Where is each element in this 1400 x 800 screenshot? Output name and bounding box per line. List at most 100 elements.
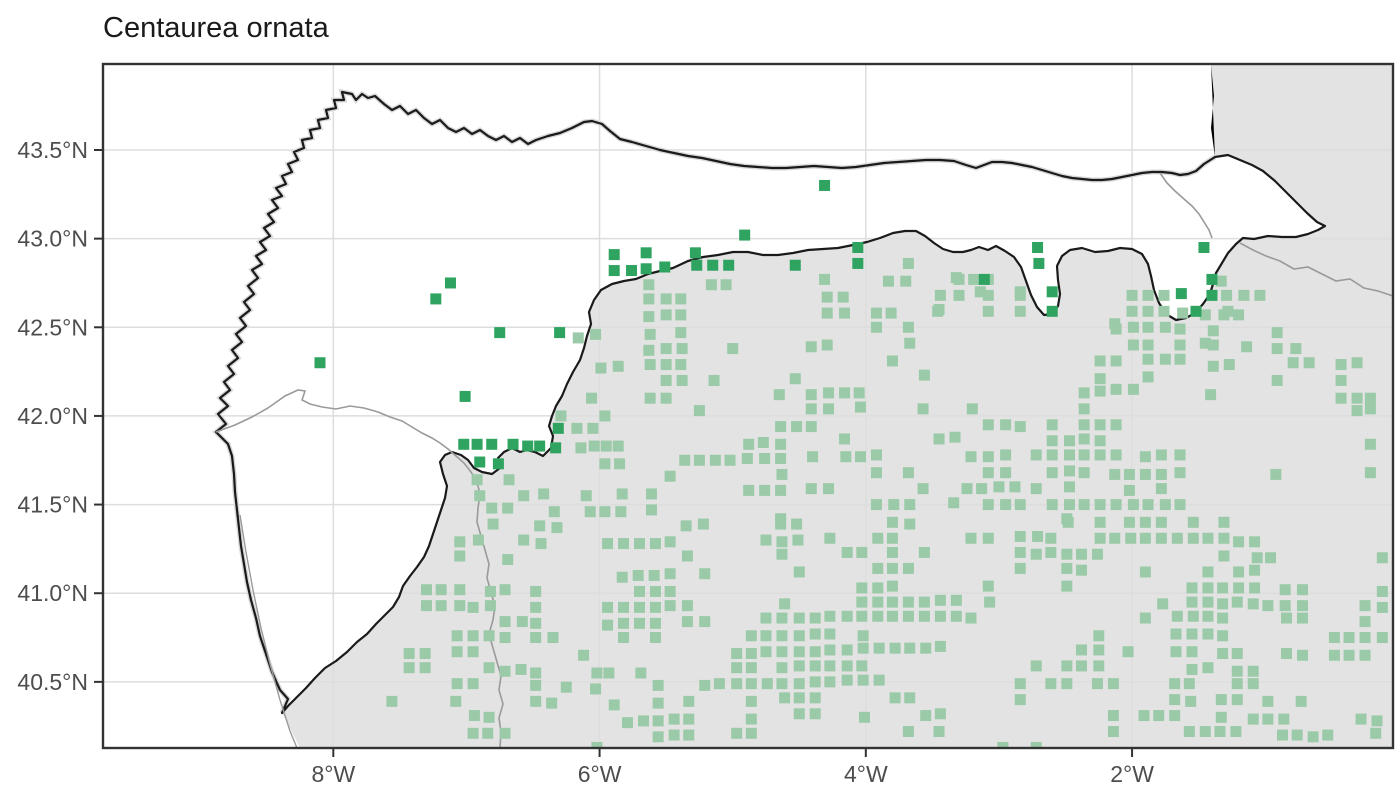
occurrence-point-outside xyxy=(1094,419,1106,431)
occurrence-point-outside xyxy=(518,490,530,502)
occurrence-point-outside xyxy=(1093,630,1105,642)
occurrence-point-outside xyxy=(454,584,466,596)
occurrence-point-outside xyxy=(652,697,664,709)
border-navarra-france xyxy=(1239,242,1393,297)
occurrence-point-outside xyxy=(727,343,739,355)
occurrence-point-outside xyxy=(823,483,835,495)
occurrence-point-outside xyxy=(590,328,602,340)
occurrence-point-outside xyxy=(933,433,945,445)
occurrence-point-outside xyxy=(789,373,801,385)
occurrence-point-outside xyxy=(950,610,962,622)
occurrence-point-outside xyxy=(824,644,836,656)
occurrence-point-inside xyxy=(1206,289,1218,301)
occurrence-point-outside xyxy=(699,679,711,691)
coastline-portugal-gray xyxy=(239,514,298,748)
occurrence-point-outside xyxy=(809,660,821,672)
occurrence-point-outside xyxy=(793,612,805,624)
occurrence-point-outside xyxy=(1265,552,1277,564)
occurrence-point-outside xyxy=(486,502,498,514)
occurrence-point-outside xyxy=(1270,468,1282,480)
occurrence-point-outside xyxy=(1064,449,1076,461)
border-portugal-spain xyxy=(215,389,504,748)
occurrence-point-outside xyxy=(793,678,805,690)
occurrence-point-outside xyxy=(839,307,851,319)
occurrence-point-outside xyxy=(791,421,803,433)
occurrence-point-outside xyxy=(644,328,656,340)
occurrence-point-inside xyxy=(1032,241,1044,253)
occurrence-point-outside xyxy=(618,538,630,550)
occurrence-point-outside xyxy=(1155,468,1167,480)
occurrence-point-outside xyxy=(1000,499,1012,511)
occurrence-point-outside xyxy=(643,344,655,356)
occurrence-point-outside xyxy=(1127,321,1139,333)
occurrence-point-outside xyxy=(602,538,614,550)
occurrence-point-outside xyxy=(982,467,994,479)
occurrence-point-outside xyxy=(644,392,656,404)
occurrence-point-outside xyxy=(1328,632,1340,644)
occurrence-point-outside xyxy=(779,692,791,704)
occurrence-point-outside xyxy=(1230,726,1242,738)
occurrence-point-outside xyxy=(516,616,528,628)
occurrence-point-outside xyxy=(934,289,946,301)
occurrence-point-outside xyxy=(1062,516,1074,528)
occurrence-point-outside xyxy=(530,667,542,679)
occurrence-point-outside xyxy=(824,610,836,622)
occurrence-point-outside xyxy=(622,717,634,729)
occurrence-point-outside xyxy=(1183,678,1195,690)
occurrence-point-outside xyxy=(699,616,711,628)
occurrence-point-outside xyxy=(1075,564,1087,576)
occurrence-point-inside xyxy=(1046,286,1058,298)
occurrence-point-outside xyxy=(760,534,772,546)
occurrence-point-outside xyxy=(1296,612,1308,624)
occurrence-point-outside xyxy=(757,437,769,449)
x-tick-label: 4°W xyxy=(844,761,888,787)
occurrence-point-outside xyxy=(731,662,743,674)
occurrence-point-outside xyxy=(1262,600,1274,612)
occurrence-point-outside xyxy=(904,692,916,704)
occurrence-point-outside xyxy=(1000,467,1012,479)
occurrence-point-outside xyxy=(649,585,661,597)
occurrence-point-outside xyxy=(775,484,787,496)
occurrence-point-outside xyxy=(599,506,611,518)
occurrence-point-outside xyxy=(1139,468,1151,480)
occurrence-point-outside xyxy=(1046,419,1058,431)
occurrence-point-outside xyxy=(664,585,676,597)
occurrence-point-outside xyxy=(1233,582,1245,594)
occurrence-point-inside xyxy=(852,257,864,269)
occurrence-point-outside xyxy=(1207,325,1219,337)
occurrence-point-outside xyxy=(1262,713,1274,725)
occurrence-point-outside xyxy=(467,678,479,690)
occurrence-point-outside xyxy=(1014,499,1026,511)
occurrence-point-outside xyxy=(471,474,483,486)
occurrence-point-outside xyxy=(645,504,657,516)
occurrence-point-outside xyxy=(1030,449,1042,461)
occurrence-point-outside xyxy=(1078,419,1090,431)
occurrence-point-outside xyxy=(649,538,661,550)
occurrence-point-outside xyxy=(759,484,771,496)
occurrence-point-outside xyxy=(1247,678,1259,690)
occurrence-point-outside xyxy=(773,389,785,401)
occurrence-point-outside xyxy=(821,291,833,303)
occurrence-point-inside xyxy=(640,263,652,275)
occurrence-point-outside xyxy=(487,518,499,530)
occurrence-point-outside xyxy=(776,468,788,480)
occurrence-point-inside xyxy=(739,229,751,241)
highlight-region-fill xyxy=(216,92,1325,713)
occurrence-point-outside xyxy=(776,630,788,642)
occurrence-point-outside xyxy=(1014,530,1026,542)
occurrence-point-outside xyxy=(403,648,415,660)
occurrence-point-outside xyxy=(1094,532,1106,544)
occurrence-point-outside xyxy=(1078,403,1090,415)
occurrence-point-outside xyxy=(644,359,656,371)
occurrence-point-outside xyxy=(745,662,757,674)
occurrence-point-outside xyxy=(1335,392,1347,404)
occurrence-point-outside xyxy=(1126,289,1138,301)
occurrence-point-outside xyxy=(420,584,432,596)
occurrence-point-outside xyxy=(805,341,817,353)
occurrence-point-outside xyxy=(809,692,821,704)
occurrence-point-outside xyxy=(652,679,664,691)
occurrence-point-outside xyxy=(870,449,882,461)
occurrence-point-outside xyxy=(1170,628,1182,640)
occurrence-point-outside xyxy=(1142,499,1154,511)
occurrence-point-outside xyxy=(918,369,930,381)
